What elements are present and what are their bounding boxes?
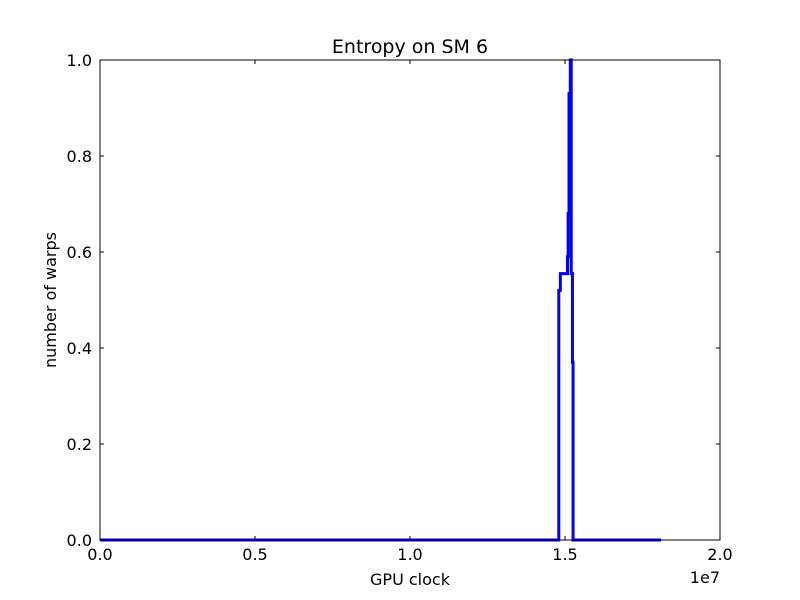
x-tick-label: 0.0 bbox=[87, 545, 112, 564]
x-tick-label: 1.0 bbox=[397, 545, 422, 564]
x-axis-label: GPU clock bbox=[370, 570, 451, 589]
plot-frame bbox=[99, 59, 721, 541]
x-axis: 0.0 0.5 1.0 1.5 2.0 bbox=[87, 60, 733, 564]
x-tick-label: 1.5 bbox=[552, 545, 577, 564]
x-offset-label: 1e7 bbox=[690, 568, 720, 587]
y-tick-label: 1.0 bbox=[67, 51, 92, 70]
y-tick-label: 0.6 bbox=[67, 243, 92, 262]
series-line-0 bbox=[100, 58, 662, 542]
plot-series bbox=[100, 58, 662, 542]
y-axis-label: number of warps bbox=[41, 232, 60, 368]
x-tick-label: 2.0 bbox=[707, 545, 732, 564]
chart-title: Entropy on SM 6 bbox=[332, 36, 488, 58]
y-tick-label: 0.8 bbox=[67, 147, 92, 166]
y-tick-label: 0.4 bbox=[67, 339, 92, 358]
y-tick-label: 0.0 bbox=[67, 531, 92, 550]
x-tick-label: 0.5 bbox=[242, 545, 267, 564]
y-axis: 0.0 0.2 0.4 0.6 0.8 1.0 bbox=[67, 51, 720, 550]
y-tick-label: 0.2 bbox=[67, 435, 92, 454]
